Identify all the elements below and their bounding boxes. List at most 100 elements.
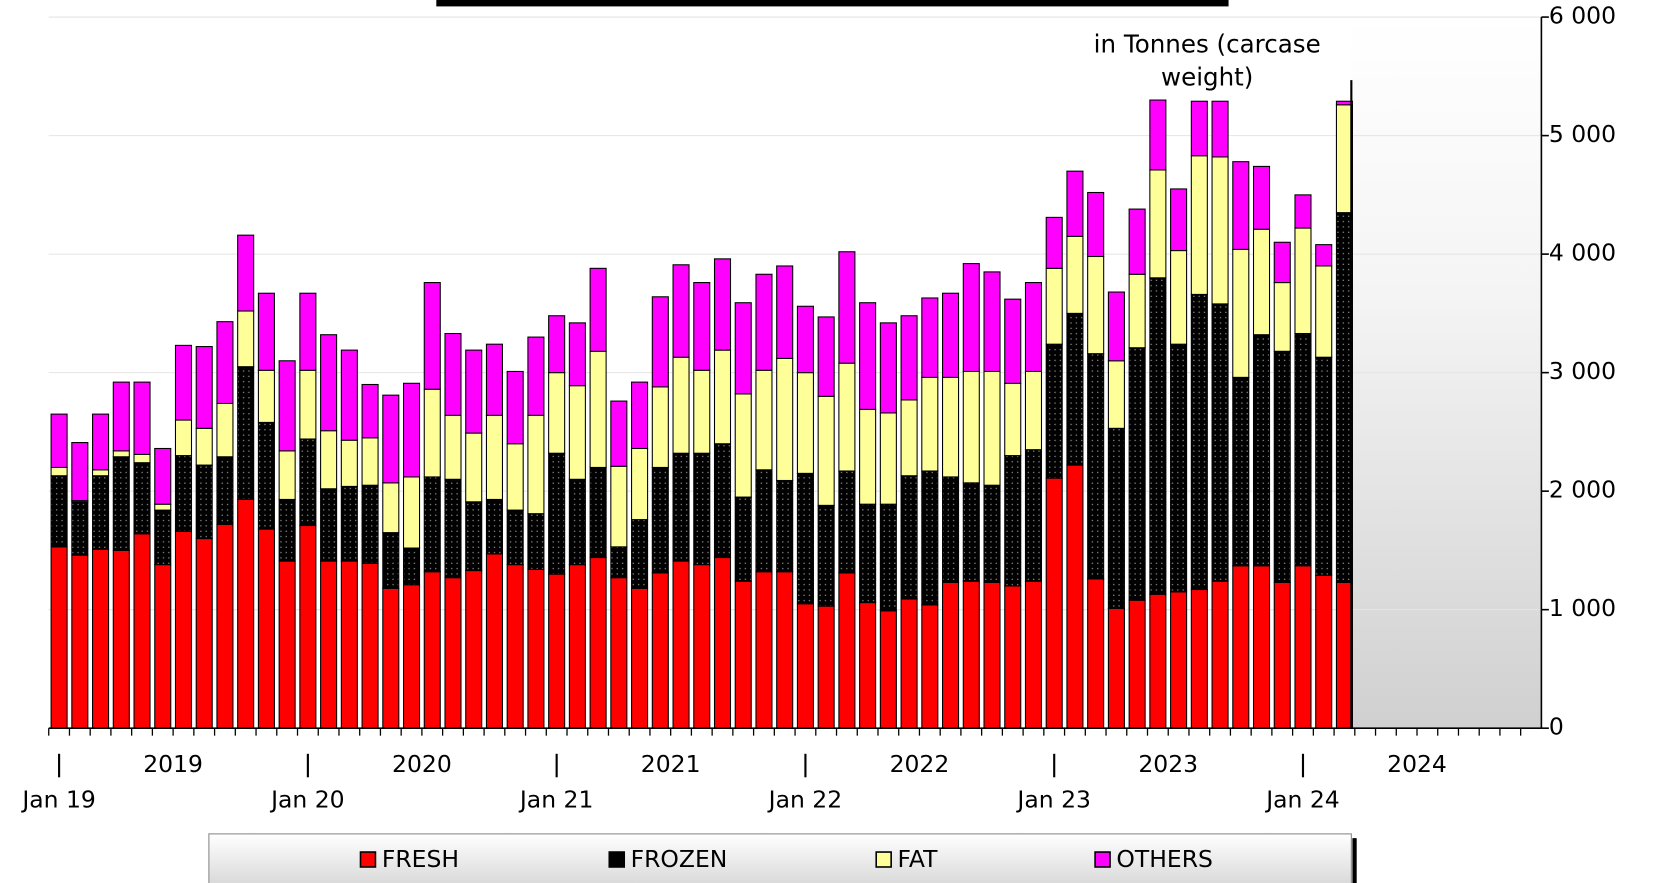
bar-segment xyxy=(1087,353,1105,580)
bar-segment xyxy=(133,381,151,455)
bar-segment xyxy=(340,485,358,562)
bar-segment xyxy=(713,556,732,729)
bar-segment xyxy=(1087,578,1105,729)
bar-segment xyxy=(879,610,897,729)
bar-segment xyxy=(216,402,234,458)
bar-segment xyxy=(1107,291,1125,362)
bar-segment xyxy=(1024,449,1043,582)
year-label: 2021 xyxy=(641,750,701,778)
bar-segment xyxy=(651,386,669,468)
bar-segment xyxy=(817,395,835,506)
title-bar xyxy=(436,0,1229,7)
bar-segment xyxy=(444,332,462,416)
bar-segment xyxy=(631,519,649,589)
bar-segment xyxy=(713,349,732,445)
bar-segment xyxy=(444,478,462,579)
legend-swatch xyxy=(1094,851,1111,868)
bar-segment xyxy=(1232,565,1250,729)
bar-segment xyxy=(340,560,358,729)
bar-segment xyxy=(237,366,255,500)
bar-segment xyxy=(485,498,503,555)
bar-segment xyxy=(154,447,172,505)
bar-segment xyxy=(817,605,835,729)
bar-segment xyxy=(983,271,1001,372)
bar-segment xyxy=(402,382,421,478)
bar-segment xyxy=(1087,191,1105,258)
bar-segment xyxy=(50,546,68,729)
bar-segment xyxy=(154,503,172,511)
y-tick-label: 5 000 xyxy=(1549,120,1616,148)
bar-segment xyxy=(320,488,338,562)
bar-segment xyxy=(610,546,628,579)
bar-segment xyxy=(1232,248,1250,378)
bar-segment xyxy=(527,568,545,729)
bar-segment xyxy=(402,476,421,549)
legend-swatch xyxy=(875,851,892,868)
bar-segment xyxy=(1335,100,1353,106)
bar-segment xyxy=(361,484,379,564)
year-label: 2019 xyxy=(143,750,203,778)
bar-segment xyxy=(402,547,421,586)
bar-segment xyxy=(1024,580,1043,729)
bar-segment xyxy=(465,432,483,503)
bar-segment xyxy=(92,548,110,729)
bar-segment xyxy=(278,498,296,562)
bar-segment xyxy=(320,430,338,490)
bar-segment xyxy=(1335,212,1353,583)
bar-segment xyxy=(216,523,234,729)
bar-segment xyxy=(465,349,483,434)
bar-segment xyxy=(1107,360,1125,429)
bar-segment xyxy=(133,462,151,535)
bar-segment xyxy=(527,414,545,515)
bar-segment xyxy=(859,408,877,505)
year-label: 2023 xyxy=(1138,750,1198,778)
bar-segment xyxy=(361,383,379,439)
bar-segment xyxy=(1315,265,1333,358)
bar-segment xyxy=(112,450,130,458)
bar-segment xyxy=(610,465,628,548)
bar-segment xyxy=(1149,99,1167,171)
bar-segment xyxy=(423,476,441,573)
bar-segment xyxy=(672,264,690,358)
bar-segment xyxy=(1128,208,1146,275)
bar-segment xyxy=(1190,100,1208,157)
bar-segment xyxy=(713,258,732,351)
bar-segment xyxy=(589,466,607,559)
bar-segment xyxy=(1128,599,1146,729)
bar-segment xyxy=(92,475,110,550)
bar-segment xyxy=(776,265,794,359)
bar-segment xyxy=(921,604,939,729)
bar-segment xyxy=(527,336,545,416)
bar-segment xyxy=(112,456,130,551)
bar-segment xyxy=(900,399,918,477)
bar-segment xyxy=(1335,581,1353,729)
bar-segment xyxy=(796,472,814,605)
legend-box xyxy=(208,833,1352,883)
bar-segment xyxy=(589,350,607,468)
annotation: in Tonnes (carcase weight) xyxy=(1093,30,1321,92)
bar-segment xyxy=(568,564,586,729)
bar-segment xyxy=(1211,303,1229,582)
bar-segment xyxy=(382,394,400,484)
legend-label: FROZEN xyxy=(631,845,728,873)
bar-segment xyxy=(1294,194,1312,229)
bar-segment xyxy=(631,447,649,521)
legend-swatch xyxy=(608,851,626,868)
bar-segment xyxy=(859,302,877,410)
bar-segment xyxy=(589,556,607,729)
bar-segment xyxy=(1315,244,1333,267)
bar-segment xyxy=(154,564,172,729)
bar-segment xyxy=(1004,382,1022,457)
bar-segment xyxy=(776,571,794,729)
bar-segment xyxy=(631,587,649,729)
bar-segment xyxy=(1024,282,1043,372)
bar-segment xyxy=(921,376,939,472)
bar-segment xyxy=(1107,607,1125,729)
bar-segment xyxy=(610,577,628,729)
bar-segment xyxy=(713,443,732,559)
bar-segment xyxy=(1273,581,1291,729)
bar-segment xyxy=(237,234,255,312)
bar-segment xyxy=(631,381,649,450)
bar-segment xyxy=(962,263,980,372)
bar-segment xyxy=(693,564,711,729)
